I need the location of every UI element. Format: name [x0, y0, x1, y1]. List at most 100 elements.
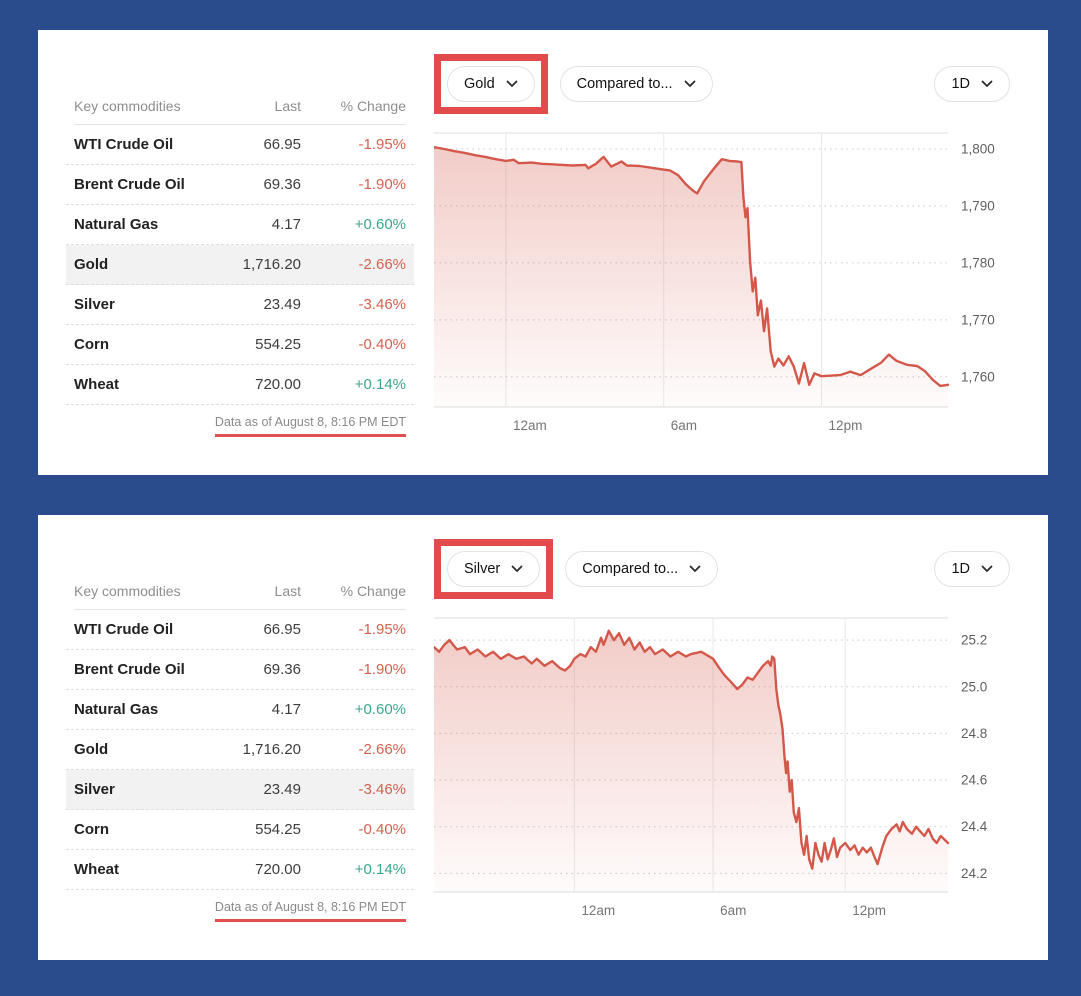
table-body: WTI Crude Oil 66.95 -1.95% Brent Crude Oil 6… [66, 125, 414, 405]
header-last: Last [274, 98, 301, 114]
commodity-last: 1,716.20 [242, 741, 301, 758]
commodity-last: 720.00 [255, 376, 301, 393]
gold-price-chart[interactable]: 12am 6am 12pm 1,800 1,790 1,780 1,770 1,760 [434, 127, 1012, 437]
chevron-down-icon [981, 80, 993, 87]
commodity-last: 4.17 [271, 216, 301, 233]
commodity-change: -1.95% [358, 621, 406, 638]
commodity-name: WTI Crude Oil [74, 621, 174, 638]
chevron-down-icon [511, 565, 523, 572]
table-row[interactable]: Wheat 720.00 +0.14% [66, 365, 414, 405]
compare-dropdown[interactable]: Compared to... [565, 550, 719, 587]
silver-price-chart[interactable]: 12am 6am 12pm 25.2 25.0 24.8 24.6 24.4 24.2 [434, 612, 1012, 922]
commodity-change: -0.40% [358, 821, 406, 838]
gold-card: Key commodities Last % Change WTI Crude … [38, 30, 1048, 475]
x-axis-label: 12am [581, 903, 615, 918]
range-dropdown[interactable]: 1D [934, 65, 1010, 102]
y-axis-label: 24.4 [961, 819, 988, 834]
chart-section: Gold Compared to... 1D 12am 6am 12pm 1,800 1… [434, 52, 1012, 475]
chart-area-fill [434, 630, 948, 892]
header-pct-change: % Change [340, 98, 406, 114]
commodity-name: Gold [74, 741, 109, 758]
key-commodities-table: Key commodities Last % Change WTI Crude … [66, 537, 414, 960]
commodity-name: Natural Gas [74, 701, 159, 718]
chevron-down-icon [506, 80, 518, 87]
table-row[interactable]: Gold 1,716.20 -2.66% [66, 245, 414, 285]
commodity-name: Natural Gas [74, 216, 159, 233]
y-axis-label: 25.2 [961, 633, 987, 648]
table-row[interactable]: Brent Crude Oil 69.36 -1.90% [66, 165, 414, 205]
compare-dropdown[interactable]: Compared to... [559, 65, 713, 102]
table-row[interactable]: Corn 554.25 -0.40% [66, 810, 414, 850]
table-row[interactable]: WTI Crude Oil 66.95 -1.95% [66, 125, 414, 165]
price-chart-canvas: 12am 6am 12pm 1,800 1,790 1,780 1,770 1,760 [434, 132, 995, 433]
commodity-change: -2.66% [358, 256, 406, 273]
asset-dropdown-label: Silver [464, 560, 501, 577]
header-last: Last [274, 583, 301, 599]
commodity-last: 69.36 [263, 176, 301, 193]
y-axis-label: 1,760 [961, 369, 995, 384]
key-commodities-table: Key commodities Last % Change WTI Crude … [66, 52, 414, 475]
commodity-change: -1.90% [358, 661, 406, 678]
table-row[interactable]: Wheat 720.00 +0.14% [66, 850, 414, 890]
commodity-change: -3.46% [358, 781, 406, 798]
commodity-name: Brent Crude Oil [74, 661, 185, 678]
commodity-change: +0.14% [354, 861, 406, 878]
commodity-last: 66.95 [263, 136, 301, 153]
commodity-last: 23.49 [263, 781, 301, 798]
commodity-change: -1.95% [358, 136, 406, 153]
y-axis-label: 1,790 [961, 198, 995, 213]
table-row[interactable]: WTI Crude Oil 66.95 -1.95% [66, 610, 414, 650]
commodity-last: 554.25 [255, 821, 301, 838]
commodity-last: 66.95 [263, 621, 301, 638]
commodity-last: 554.25 [255, 336, 301, 353]
commodity-name: Corn [74, 336, 109, 353]
table-row[interactable]: Natural Gas 4.17 +0.60% [66, 690, 414, 730]
header-key-commodities: Key commodities [74, 98, 181, 114]
chart-line [434, 629, 950, 870]
table-row[interactable]: Corn 554.25 -0.40% [66, 325, 414, 365]
chevron-down-icon [689, 565, 701, 572]
x-axis-label: 12am [513, 418, 547, 433]
commodity-name: Brent Crude Oil [74, 176, 185, 193]
y-axis-label: 24.8 [961, 726, 987, 741]
table-row[interactable]: Silver 23.49 -3.46% [66, 770, 414, 810]
commodity-last: 1,716.20 [242, 256, 301, 273]
chart-section: Silver Compared to... 1D 12am 6am 12pm 25.2… [434, 537, 1012, 960]
commodity-last: 720.00 [255, 861, 301, 878]
x-axis-label: 6am [720, 903, 746, 918]
commodity-change: -1.90% [358, 176, 406, 193]
chart-line [434, 146, 950, 388]
chevron-down-icon [981, 565, 993, 572]
commodity-change: -0.40% [358, 336, 406, 353]
table-row[interactable]: Natural Gas 4.17 +0.60% [66, 205, 414, 245]
table-row[interactable]: Silver 23.49 -3.46% [66, 285, 414, 325]
y-axis-label: 24.6 [961, 773, 987, 788]
y-axis-label: 24.2 [961, 866, 987, 881]
commodity-name: Silver [74, 781, 115, 798]
commodity-name: WTI Crude Oil [74, 136, 174, 153]
commodity-name: Gold [74, 256, 109, 273]
commodity-change: +0.60% [354, 216, 406, 233]
commodity-name: Corn [74, 821, 109, 838]
range-dropdown-label: 1D [951, 560, 970, 577]
table-footer: Data as of August 8, 8:16 PM EDT [74, 898, 406, 922]
x-axis-label: 12pm [829, 418, 863, 433]
table-body: WTI Crude Oil 66.95 -1.95% Brent Crude Oil 6… [66, 610, 414, 890]
y-axis-label: 1,770 [961, 312, 995, 327]
commodity-change: -3.46% [358, 296, 406, 313]
x-axis-label: 6am [671, 418, 697, 433]
x-axis-label: 12pm [852, 903, 886, 918]
table-row[interactable]: Gold 1,716.20 -2.66% [66, 730, 414, 770]
data-as-of-text: Data as of August 8, 8:16 PM EDT [214, 415, 406, 437]
chart-controls: Silver Compared to... 1D [434, 537, 1012, 600]
range-dropdown[interactable]: 1D [934, 550, 1010, 587]
asset-dropdown-label: Gold [464, 75, 495, 92]
price-chart-canvas: 12am 6am 12pm 25.2 25.0 24.8 24.6 24.4 24.2 [434, 617, 988, 918]
commodity-name: Wheat [74, 376, 119, 393]
commodity-last: 23.49 [263, 296, 301, 313]
asset-dropdown[interactable]: Gold [447, 65, 535, 102]
header-key-commodities: Key commodities [74, 583, 181, 599]
commodity-last: 69.36 [263, 661, 301, 678]
table-row[interactable]: Brent Crude Oil 69.36 -1.90% [66, 650, 414, 690]
asset-dropdown[interactable]: Silver [447, 550, 541, 587]
